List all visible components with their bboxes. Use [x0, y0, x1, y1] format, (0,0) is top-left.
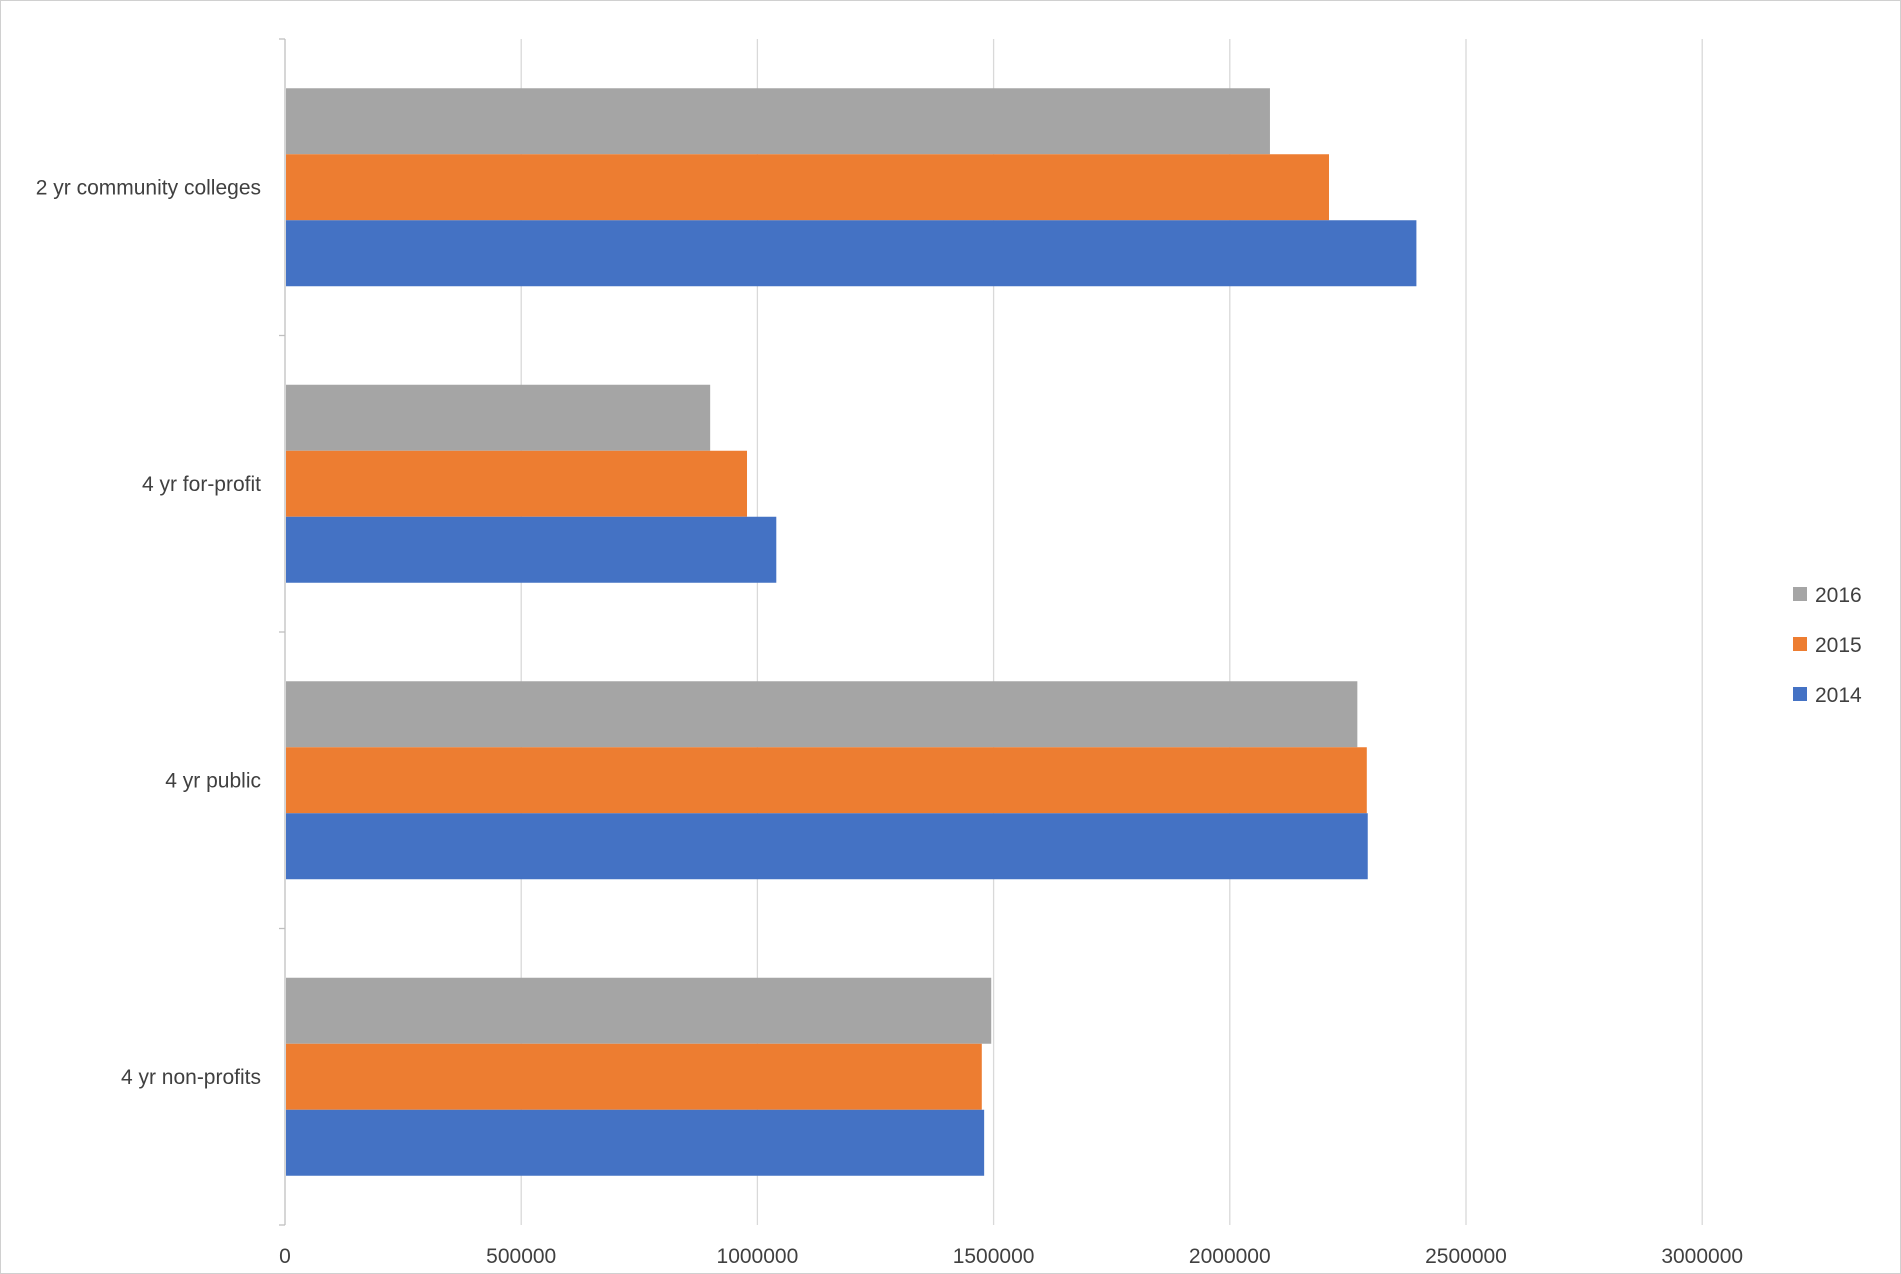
x-tick-label: 1500000: [953, 1245, 1035, 1268]
x-tick-label: 2500000: [1425, 1245, 1507, 1268]
x-tick-label: 3000000: [1661, 1245, 1743, 1268]
legend: 2016 2015 2014: [1793, 584, 1862, 707]
bar-2015: [286, 154, 1330, 221]
x-tick-label: 1000000: [717, 1245, 799, 1268]
bar-2015: [286, 747, 1367, 814]
legend-swatch-2014: [1793, 687, 1807, 701]
x-tick-label: 500000: [486, 1245, 556, 1268]
legend-label: 2016: [1815, 584, 1862, 607]
bar-2016: [286, 88, 1270, 155]
bar-2016: [286, 977, 992, 1044]
category-label: 4 yr non-profits: [121, 1066, 261, 1089]
axes: 0 500000 1000000 1500000 2000000 2500000 30000…: [36, 38, 1743, 1268]
category-label: 4 yr for-profit: [142, 473, 261, 496]
x-tick-label: 2000000: [1189, 1245, 1271, 1268]
category-label: 2 yr community colleges: [36, 176, 261, 199]
bar-2016: [286, 681, 1358, 748]
bar-2014: [286, 516, 777, 583]
bar-2014: [286, 220, 1417, 287]
bar-2016: [286, 384, 711, 451]
legend-swatch-2016: [1793, 587, 1807, 601]
category-label: 4 yr public: [165, 769, 261, 792]
legend-label: 2015: [1815, 634, 1862, 657]
x-tick-label: 0: [279, 1245, 291, 1268]
bar-2015: [286, 1043, 982, 1110]
bar-2014: [286, 813, 1368, 880]
bar-2015: [286, 450, 748, 517]
legend-swatch-2015: [1793, 637, 1807, 651]
legend-label: 2014: [1815, 684, 1862, 707]
bar-2014: [286, 1109, 985, 1176]
bars: [286, 88, 1417, 1176]
